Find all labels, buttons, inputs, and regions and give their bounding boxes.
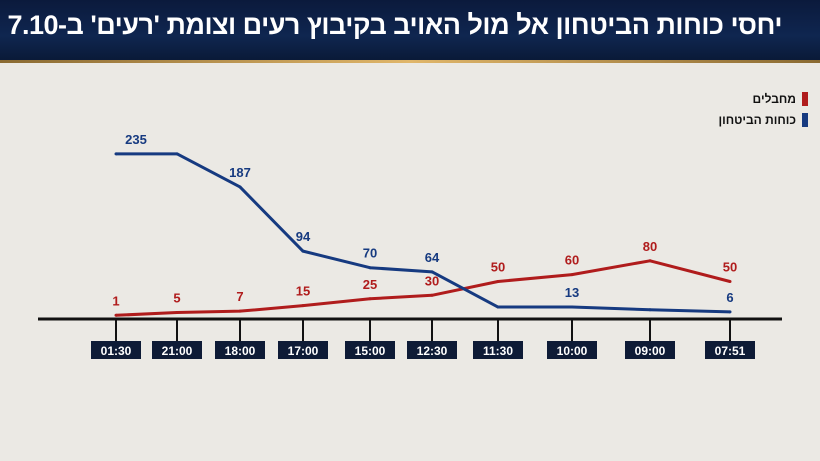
data-point (728, 280, 732, 283)
data-point (175, 311, 179, 315)
x-tick-label: 10:00 (557, 344, 588, 358)
data-point (175, 152, 179, 156)
data-label: 64 (425, 250, 440, 265)
data-point (301, 249, 305, 253)
x-tick-label-box (473, 341, 523, 359)
x-tick-label-box (278, 341, 328, 359)
legend-label: מחבלים (752, 91, 796, 106)
data-label: 1 (112, 293, 119, 308)
x-tick-label-box (152, 341, 202, 359)
data-label: 70 (363, 246, 377, 261)
x-tick-label-box (547, 341, 597, 359)
legend-item-security-forces: כוחות הביטחון (718, 109, 808, 130)
data-point (114, 313, 118, 317)
data-label: 7 (236, 289, 243, 304)
data-label: 94 (296, 229, 311, 244)
data-point (496, 280, 500, 283)
data-label: 13 (565, 285, 579, 300)
x-tick-label-box (345, 341, 395, 359)
data-label: 25 (363, 277, 377, 292)
data-label: 5 (173, 291, 180, 306)
x-tick-label: 15:00 (355, 344, 386, 358)
data-label: 30 (425, 273, 439, 288)
x-tick-label-box (215, 341, 265, 359)
series-line-0 (115, 259, 731, 317)
legend-item-terrorists: מחבלים (718, 88, 808, 109)
data-point (430, 270, 434, 274)
x-tick-label-box (91, 341, 141, 359)
x-tick-label: 11:30 (483, 344, 513, 358)
header-bar (0, 0, 820, 60)
legend-label: כוחות הביטחון (718, 112, 796, 127)
x-tick-label: 17:00 (288, 344, 319, 358)
data-point (368, 266, 372, 270)
data-label: 235 (125, 132, 147, 147)
data-point (368, 297, 372, 301)
legend: מחבלים כוחות הביטחון (718, 88, 808, 130)
data-label: 6 (726, 290, 733, 305)
data-label: 50 (491, 260, 505, 275)
data-point (648, 308, 652, 312)
x-tick-label: 12:30 (417, 344, 448, 358)
x-tick-label: 18:00 (225, 344, 256, 358)
x-tick-label: 21:00 (162, 344, 193, 358)
data-point (238, 309, 242, 313)
data-point (114, 152, 118, 156)
data-point (301, 304, 305, 308)
data-label: 15 (296, 284, 310, 299)
x-tick-label: 09:00 (635, 344, 666, 358)
data-point (570, 305, 574, 309)
series-line-1 (116, 152, 731, 314)
x-tick-label: 01:30 (101, 344, 132, 358)
data-point (648, 259, 652, 263)
data-point (728, 310, 732, 314)
legend-swatch-blue (802, 112, 808, 127)
data-point (430, 293, 434, 297)
legend-swatch-red (802, 91, 808, 106)
data-point (496, 305, 500, 309)
x-tick-label: 07:51 (715, 344, 746, 358)
data-label: 60 (565, 253, 579, 268)
page-title: יחסי כוחות הביטחון אל מול האויב בקיבוץ ר… (7, 10, 782, 40)
data-point (570, 273, 574, 277)
x-tick-label-box (407, 341, 457, 359)
data-label: 80 (643, 239, 657, 254)
x-tick-label-box (705, 341, 755, 359)
data-label: 50 (723, 260, 737, 275)
data-point (238, 185, 242, 189)
x-tick-label-box (625, 341, 675, 359)
header-divider (0, 60, 820, 63)
data-label: 187 (229, 165, 251, 180)
